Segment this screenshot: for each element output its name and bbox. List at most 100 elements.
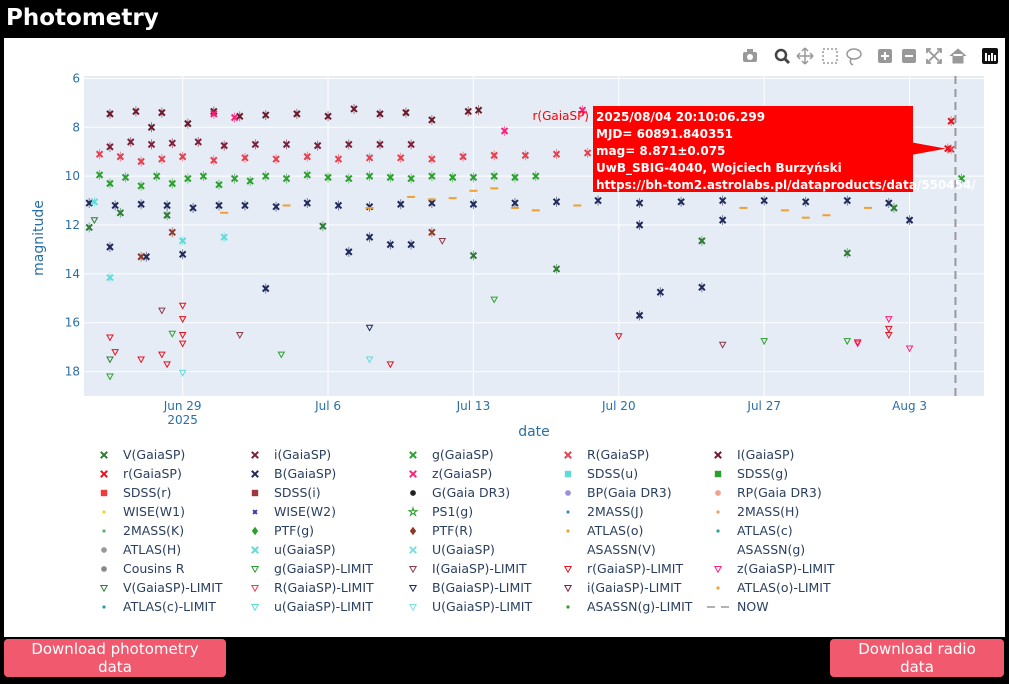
legend-item[interactable]: ATLAS(c)-LIMIT [102,599,216,614]
data-point [428,199,436,207]
legend-item[interactable]: r(GaiaSP) [100,466,182,481]
legend-label: SDSS(r) [123,485,171,500]
legend-item[interactable]: ASASSN(V) [587,542,656,557]
zoom-in-icon[interactable] [878,49,892,63]
legend-symbol [251,526,259,536]
autoscale-icon[interactable] [926,48,942,64]
legend-symbol [409,546,417,554]
data-point [95,171,104,179]
legend-symbol [713,565,723,574]
data-point [168,228,176,237]
data-point [464,107,472,116]
legend-symbol [563,565,573,574]
series-z-gaiasp-limit [853,316,914,353]
data-point [552,150,561,158]
legend-item[interactable]: ASASSN(g)-LIMIT [566,599,693,614]
zoom-icon[interactable] [774,48,791,65]
legend-item[interactable]: PTF(R) [409,523,473,538]
download-radio-button[interactable]: Download radio data [830,639,1004,677]
legend-item[interactable]: R(GaiaSP) [564,447,650,462]
legend-item[interactable]: I(GaiaSP)-LIMIT [408,561,527,576]
legend-item[interactable]: V(GaiaSP) [100,447,185,462]
data-point [438,237,447,245]
legend-item[interactable]: z(GaiaSP)-LIMIT [713,561,835,576]
legend-item[interactable]: SDSS(g) [714,466,788,481]
plotly-logo-icon[interactable] [982,48,998,64]
legend-item[interactable]: SDSS(u) [564,466,638,481]
legend-item[interactable]: WISE(W2) [252,504,336,519]
legend-item[interactable]: U(GaiaSP)-LIMIT [408,599,533,614]
y-tick-label: 14 [65,267,80,281]
data-point [90,198,99,206]
legend-item[interactable]: U(GaiaSP) [409,542,495,557]
legend-symbol [100,489,108,497]
legend-item[interactable]: u(GaiaSP) [251,542,336,557]
pan-icon[interactable] [796,47,814,65]
data-point [905,345,914,353]
legend-item[interactable]: r(GaiaSP)-LIMIT [563,561,684,576]
legend-item[interactable]: PTF(g) [251,523,314,538]
data-point [137,182,145,190]
legend-item[interactable]: G(Gaia DR3) [410,485,510,500]
legend-item[interactable]: u(GaiaSP)-LIMIT [250,599,373,614]
legend-label: B(GaiaSP) [274,466,336,481]
data-point [137,200,145,208]
legend-item[interactable]: 2MASS(H) [716,504,799,519]
reset-axes-icon[interactable] [949,48,967,64]
download-photometry-button[interactable]: Download photometry data [4,639,226,677]
legend-item[interactable]: g(GaiaSP)-LIMIT [250,561,373,576]
legend-item[interactable]: z(GaiaSP) [409,466,492,481]
data-point [132,107,140,116]
legend-label: NOW [737,599,769,614]
legend-item[interactable]: ATLAS(c) [716,523,793,538]
data-point [194,138,202,146]
legend-item[interactable]: I(GaiaSP) [714,447,795,462]
data-point [111,201,119,210]
zoom-out-icon[interactable] [902,49,916,63]
data-point [885,199,893,207]
lasso-icon[interactable] [846,48,862,66]
legend-item[interactable]: PS1(g) [407,504,473,519]
data-point [220,141,228,150]
legend-item[interactable]: BP(Gaia DR3) [565,485,672,500]
legend-item[interactable]: R(GaiaSP)-LIMIT [250,580,374,595]
data-point [199,172,208,180]
legend[interactable]: V(GaiaSP) i(GaiaSP) g(GaiaSP) R(GaiaSP) I(Ga… [99,447,835,614]
legend-item[interactable]: i(GaiaSP) [251,447,331,462]
data-point [147,140,156,149]
legend-item[interactable]: B(GaiaSP) [251,466,336,481]
legend-item[interactable]: g(GaiaSP) [409,447,494,462]
legend-item[interactable]: i(GaiaSP)-LIMIT [563,580,682,595]
legend-symbol [410,490,416,496]
legend-item[interactable]: RP(Gaia DR3) [715,485,822,500]
legend-symbol [714,470,722,478]
legend-item[interactable]: ASASSN(g) [737,542,805,557]
legend-symbol [100,470,108,478]
legend-item[interactable]: ATLAS(o)-LIMIT [716,580,831,595]
y-tick-label: 6 [72,71,80,85]
legend-item[interactable]: SDSS(i) [251,485,321,500]
legend-item[interactable]: V(GaiaSP)-LIMIT [99,580,223,595]
legend-item[interactable]: B(GaiaSP)-LIMIT [408,580,532,595]
hover-tooltip: 2025/08/04 20:10:06.299 MJD= 60891.840351… [533,106,976,192]
data-point [168,330,177,338]
data-point [210,110,218,118]
data-point [313,141,322,150]
legend-item[interactable]: WISE(W1) [102,504,185,519]
legend-item[interactable]: 2MASS(K) [102,523,184,538]
legend-item[interactable]: ATLAS(o) [566,523,643,538]
legend-label: ATLAS(c) [737,523,793,538]
legend-item[interactable]: Cousins R [101,561,185,576]
legend-item[interactable]: SDSS(r) [100,485,172,500]
x-tick-label: Jul 20 [601,399,636,413]
legend-item[interactable]: ATLAS(H) [101,542,181,557]
camera-icon[interactable] [743,49,757,62]
legend-item[interactable]: 2MASS(J) [566,504,644,519]
data-point [718,196,727,205]
data-point [178,340,187,348]
x-tick-sublabel: 2025 [167,413,198,427]
box-select-icon[interactable] [822,48,838,64]
data-point [235,332,244,339]
legend-item[interactable]: NOW [707,599,769,614]
